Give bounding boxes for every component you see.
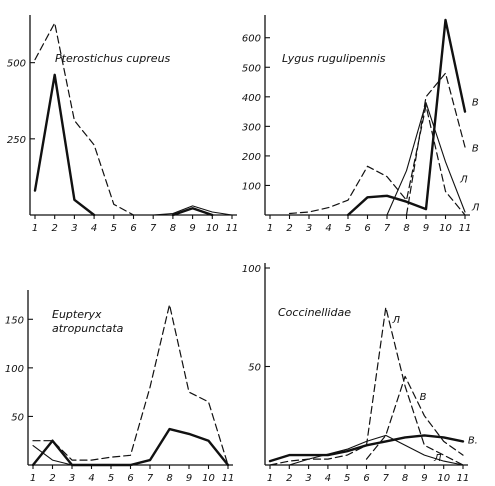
chart-1-y-tick-label: 500 xyxy=(242,63,261,74)
chart-1-y-tick-label: 600 xyxy=(242,34,261,45)
chart-0-x-tick-label: 10 xyxy=(206,223,219,234)
chart-1-y-tick-label: 100 xyxy=(242,181,261,192)
chart-2-x-tick-label: 1 xyxy=(30,473,36,484)
chart-1-y-tick-label: 400 xyxy=(242,93,261,104)
chart-3-x-tick-label: 7 xyxy=(383,473,390,484)
chart-1-x-tick-label: 5 xyxy=(345,223,351,234)
chart-1-series-label: Л xyxy=(459,175,468,186)
chart-2-x-tick-label: 4 xyxy=(88,473,94,484)
chart-0-x-tick-label: 2 xyxy=(52,223,58,234)
chart-1-series-line-0 xyxy=(288,105,466,216)
chart-pterostichus-cupreus: 1 2 3 4 5 6 7 8 9 10 11 250 500 Pterostichus cupreus xyxy=(7,15,238,234)
chart-1-y-tick-label: 300 xyxy=(242,122,261,133)
chart-1-series-line-2 xyxy=(405,72,466,216)
chart-2-x-tick-label: 6 xyxy=(127,473,133,484)
chart-0-series-line-3 xyxy=(171,207,214,217)
chart-2-y-tick-label: 50 xyxy=(11,412,24,423)
chart-1-x-tick-label: 1 xyxy=(267,223,273,234)
chart-3-series-line-3 xyxy=(288,434,464,466)
chart-3-x-tick-label: 11 xyxy=(457,473,470,484)
chart-0-y-tick-label: 500 xyxy=(7,59,26,70)
chart-0-x-tick-label: 9 xyxy=(189,223,195,234)
chart-1-x-tick-label: 6 xyxy=(364,223,370,234)
chart-coccinellidae: 1 2 3 4 5 6 7 8 9 10 11 50 100 Coccinellidae Л В В. Л xyxy=(242,263,478,484)
chart-0-x-tick-label: 3 xyxy=(71,223,77,234)
chart-1-series-line-1 xyxy=(346,18,467,217)
chart-2-x-tick-label: 7 xyxy=(147,473,154,484)
chart-2-x-tick-label: 2 xyxy=(49,473,55,484)
chart-1-y-tick-label: 200 xyxy=(242,152,261,163)
chart-3-x-tick-label: 2 xyxy=(286,473,292,484)
chart-3-series-label: Л xyxy=(392,315,401,326)
chart-0-x-tick-label: 7 xyxy=(150,223,157,234)
chart-3-series-label: В xyxy=(420,392,427,403)
chart-1-x-tick-label: 8 xyxy=(403,223,409,234)
chart-2-x-tick-label: 10 xyxy=(202,473,215,484)
chart-1-series-label: В xyxy=(472,98,479,109)
chart-3-series-line-2 xyxy=(268,434,465,463)
chart-1-x-tick-label: 7 xyxy=(384,223,391,234)
chart-1-series-label: Л xyxy=(471,203,480,214)
chart-1-series-label: В xyxy=(472,143,479,154)
chart-1-title: Lygus rugulipennis xyxy=(282,52,386,65)
chart-0-x-tick-label: 6 xyxy=(130,223,136,234)
chart-1-x-tick-label: 11 xyxy=(459,223,472,234)
chart-0-y-tick-label: 250 xyxy=(7,135,26,146)
chart-1-x-tick-label: 10 xyxy=(439,223,452,234)
chart-3-x-tick-label: 3 xyxy=(305,473,311,484)
chart-1-x-tick-label: 4 xyxy=(325,223,331,234)
chart-2-x-tick-label: 8 xyxy=(166,473,172,484)
chart-3-x-tick-label: 5 xyxy=(344,473,350,484)
chart-2-series-line-1 xyxy=(31,427,230,467)
chart-2-x-tick-label: 5 xyxy=(108,473,114,484)
chart-3-y-tick-label: 50 xyxy=(248,363,261,374)
chart-3-x-tick-label: 9 xyxy=(421,473,427,484)
chart-3-x-tick-label: 4 xyxy=(325,473,331,484)
chart-2-series-line-2 xyxy=(32,445,73,466)
chart-1-x-tick-label: 2 xyxy=(286,223,292,234)
chart-1-series-line-3 xyxy=(386,102,466,216)
chart-3-title: Coccinellidae xyxy=(278,306,351,319)
chart-3-x-tick-label: 8 xyxy=(402,473,408,484)
chart-1-x-tick-label: 3 xyxy=(306,223,312,234)
chart-3-x-tick-label: 6 xyxy=(363,473,369,484)
chart-0-series-line-1 xyxy=(33,73,96,217)
chart-3-x-tick-label: 10 xyxy=(437,473,450,484)
chart-2-series-line-0 xyxy=(32,304,229,466)
chart-3-series-line-1 xyxy=(365,375,464,460)
chart-3-series-label: В. xyxy=(468,435,478,446)
chart-0-x-tick-label: 4 xyxy=(91,223,97,234)
chart-2-x-tick-label: 9 xyxy=(186,473,192,484)
chart-3-series-label: Л xyxy=(433,453,442,464)
chart-3-x-tick-label: 1 xyxy=(267,473,273,484)
chart-0-title: Pterostichus cupreus xyxy=(55,52,171,65)
chart-0-series-line-2 xyxy=(152,205,233,216)
chart-2-title: Eupteryx atropunctata xyxy=(52,308,124,335)
chart-0-x-tick-label: 11 xyxy=(226,223,239,234)
chart-0-series-line-0 xyxy=(34,22,135,216)
chart-0-x-tick-label: 1 xyxy=(32,223,38,234)
chart-2-y-tick-label: 150 xyxy=(5,315,24,326)
chart-0-x-tick-label: 5 xyxy=(111,223,117,234)
chart-2-y-tick-label: 100 xyxy=(5,364,24,375)
chart-lygus-rugulipennis: 1 2 3 4 5 6 7 8 9 10 11 100 200 300 400 500 600 Lygus rug… xyxy=(242,15,480,234)
chart-3-y-tick-label: 100 xyxy=(242,264,261,275)
chart-2-x-tick-label: 3 xyxy=(69,473,75,484)
chart-0-x-tick-label: 8 xyxy=(170,223,176,234)
chart-eupteryx-atropunctata: 1 2 3 4 5 6 7 8 9 10 11 50 100 150 Eupteryx atropunctat… xyxy=(5,290,234,484)
chart-1-x-tick-label: 9 xyxy=(423,223,429,234)
chart-2-x-tick-label: 11 xyxy=(222,473,235,484)
